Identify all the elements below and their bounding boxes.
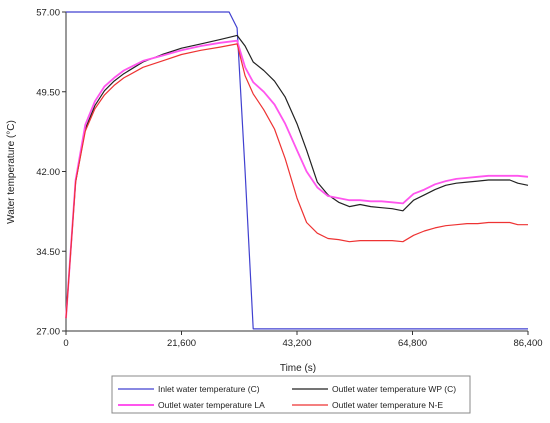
y-tick-label: 27.00 [36, 327, 60, 338]
legend-box [111, 375, 471, 414]
y-tick-label: 49.50 [36, 87, 60, 98]
series-line-2 [65, 34, 529, 319]
x-tick-label: 64,800 [398, 338, 427, 349]
legend-entry: Outlet water temperature N-E [332, 400, 443, 410]
legend-entry: Outlet water temperature WP (C) [332, 384, 456, 394]
series-line-1 [66, 11, 528, 330]
y-tick-label: 42.00 [36, 167, 60, 178]
series-line-4 [65, 43, 528, 319]
series-layer [65, 11, 529, 330]
legend-entry: Inlet water temperature (C) [158, 384, 260, 394]
x-tick-label: 0 [63, 338, 68, 349]
axis-ticks: 27.00 34.50 42.00 49.50 57.00 0 21,600 43,200 64… [36, 8, 542, 350]
y-axis-title: Water temperature (°C) [6, 120, 17, 224]
y-tick-label: 34.50 [36, 247, 60, 258]
x-tick-label: 21,600 [167, 338, 196, 349]
plot-area [65, 12, 528, 332]
legend-entry: Outlet water temperature LA [158, 400, 265, 410]
legend: Inlet water temperature (C) Outlet water … [111, 375, 471, 414]
series-line-3 [65, 39, 529, 319]
y-tick-label: 57.00 [36, 8, 60, 19]
x-tick-label: 43,200 [282, 338, 311, 349]
x-axis-title: Time (s) [280, 363, 316, 374]
x-tick-label: 86,400 [513, 338, 542, 349]
